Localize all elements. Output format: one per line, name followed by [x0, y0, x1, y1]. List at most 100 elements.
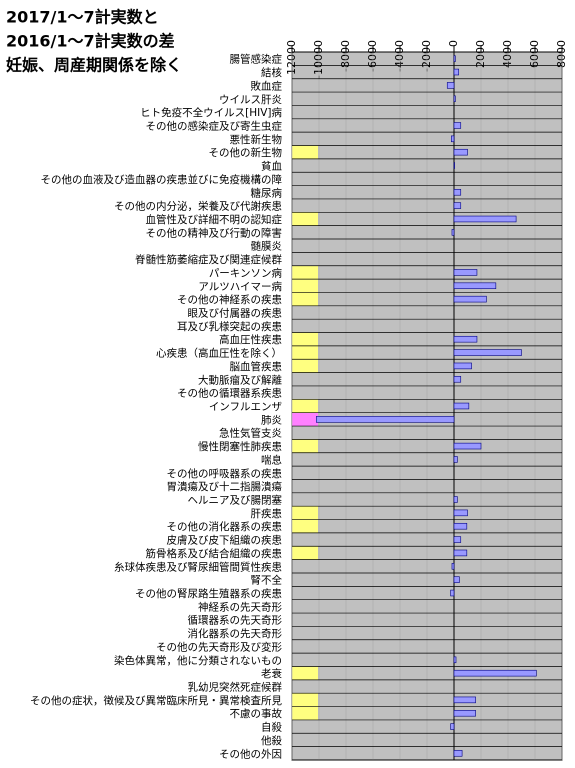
y-tick-label: その他の内分泌，栄養及び代謝疾患: [114, 200, 282, 213]
y-tick-label: 耳及び乳様突起の疾患: [177, 320, 282, 333]
y-tick-label: 筋骨格系及び結合組織の疾患: [146, 547, 283, 560]
x-tick-label: -10000: [312, 40, 325, 79]
y-tick-label: 糖尿病: [251, 186, 283, 199]
x-tick-label: 0: [447, 40, 460, 47]
highlight-cell: [292, 345, 318, 360]
y-tick-label: その他の新生物: [209, 146, 283, 159]
bar: [450, 589, 455, 597]
bar: [453, 696, 476, 704]
bar: [453, 656, 457, 664]
y-tick-label: 不慮の事故: [230, 707, 283, 720]
bar: [315, 416, 455, 423]
bar: [453, 536, 462, 543]
highlight-cell: [292, 519, 318, 533]
y-tick-label: 悪性新生物: [230, 133, 283, 146]
bar: [453, 295, 487, 303]
highlight-cell: [292, 706, 318, 720]
bar: [453, 55, 456, 62]
highlight-cell: [292, 332, 318, 346]
bar: [453, 576, 460, 583]
y-tick-label: その他の精神及び行動の障害: [146, 226, 283, 239]
bar: [453, 148, 468, 156]
y-tick-label: 眼及び付属器の疾患: [188, 306, 283, 319]
highlight-cell: [292, 666, 318, 680]
bar: [453, 269, 478, 276]
y-tick-label: ウイルス肝炎: [219, 94, 282, 106]
bar: [453, 376, 462, 383]
y-tick-label: 胃潰瘍及び十二指腸潰瘍: [167, 480, 283, 493]
bar: [451, 563, 455, 570]
y-tick-label: 慢性閉塞性肺疾患: [198, 440, 282, 453]
y-tick-label: 神経系の先天奇形: [198, 600, 282, 613]
y-tick-label: 結核: [261, 66, 282, 79]
y-tick-label: その他の血液及び造血器の疾患並びに免疫機構の障: [41, 173, 283, 186]
y-tick-label: 染色体異常，他に分類されないもの: [114, 654, 282, 667]
bar: [453, 710, 476, 717]
y-tick-label: その他の循環器系疾患: [177, 387, 282, 400]
bar: [453, 68, 460, 76]
bar: [453, 282, 497, 290]
chart-title: 妊娠、周産期関係を除く: [6, 56, 182, 75]
bar: [453, 456, 458, 463]
y-tick-label: 貧血: [261, 160, 282, 173]
y-tick-label: 消化器系の先天奇形: [188, 627, 283, 640]
y-tick-label: 大動脈瘤及び解離: [198, 373, 282, 386]
x-tick-label: -8000: [339, 40, 352, 72]
bar: [446, 82, 455, 89]
y-tick-label: その他の腎尿路生殖器系の疾患: [135, 587, 282, 600]
bar: [453, 669, 537, 677]
y-tick-label: 脊髄性筋萎縮症及び関連症候群: [135, 253, 282, 266]
bar: [453, 349, 522, 356]
highlight-cell: [292, 359, 318, 373]
bar: [453, 549, 468, 557]
x-tick-label: -6000: [366, 40, 379, 72]
y-tick-label: 敗血症: [251, 79, 283, 92]
highlight-cell: [292, 439, 318, 453]
y-tick-label: 肝疾患: [251, 507, 283, 520]
highlight-cell: [292, 145, 318, 159]
x-tick-label: 2000: [474, 40, 487, 68]
y-tick-label: 皮膚及び皮下組織の疾患: [167, 534, 283, 547]
y-tick-label: 糸球体疾患及び腎尿細管間質性疾患: [114, 560, 282, 573]
x-tick-label: 8000: [555, 40, 568, 68]
highlight-cell: [292, 506, 318, 520]
y-tick-label: 脳血管疾患: [230, 360, 283, 373]
y-tick-label: その他の外因: [219, 747, 282, 760]
y-tick-label: その他の症状，徴候及び異常臨床所見・異常検査所見: [30, 694, 282, 707]
y-tick-label: その他の神経系の疾患: [177, 293, 282, 306]
highlight-cell: [292, 412, 318, 427]
y-tick-label: その他の呼吸器系の疾患: [167, 467, 283, 480]
chart-title: 2016/1～7計実数の差: [6, 32, 175, 51]
y-tick-label: 乳幼児突然死症候群: [188, 681, 283, 694]
bar: [453, 335, 478, 343]
x-tick-label: -12000: [285, 40, 298, 79]
bar: [453, 750, 463, 757]
y-tick-label: 急性気管支炎: [219, 427, 282, 440]
y-tick-label: ヒト免疫不全ウイルス[HIV]病: [140, 106, 282, 119]
bar: [453, 95, 456, 102]
chart-title: 2017/1～7計実数と: [6, 8, 159, 27]
x-tick-label: -2000: [420, 40, 433, 72]
bar: [453, 522, 468, 530]
highlight-cell: [292, 546, 318, 560]
bar: [453, 215, 517, 223]
bar: [450, 723, 455, 730]
y-tick-label: 血管性及び詳細不明の認知症: [146, 213, 283, 226]
bar: [453, 162, 455, 169]
highlight-cell: [292, 399, 318, 413]
y-tick-label: パーキンソン病: [209, 266, 283, 279]
y-tick-label: その他の消化器系の疾患: [167, 520, 283, 533]
x-tick-label: 4000: [501, 40, 514, 68]
y-tick-label: その他の感染症及び寄生虫症: [146, 119, 283, 132]
y-tick-label: 腸管感染症: [230, 53, 283, 66]
y-tick-label: 心疾患（高血圧性を除く）: [156, 347, 282, 360]
bar: [453, 442, 482, 450]
y-tick-label: 老衰: [261, 667, 282, 680]
bar: [453, 496, 458, 503]
highlight-cell: [292, 212, 318, 226]
x-tick-label: 6000: [528, 40, 541, 68]
y-tick-label: 循環器系の先天奇形: [188, 614, 283, 627]
bar: [451, 229, 455, 236]
bar: [453, 122, 462, 129]
x-tick-label: -4000: [393, 40, 406, 72]
